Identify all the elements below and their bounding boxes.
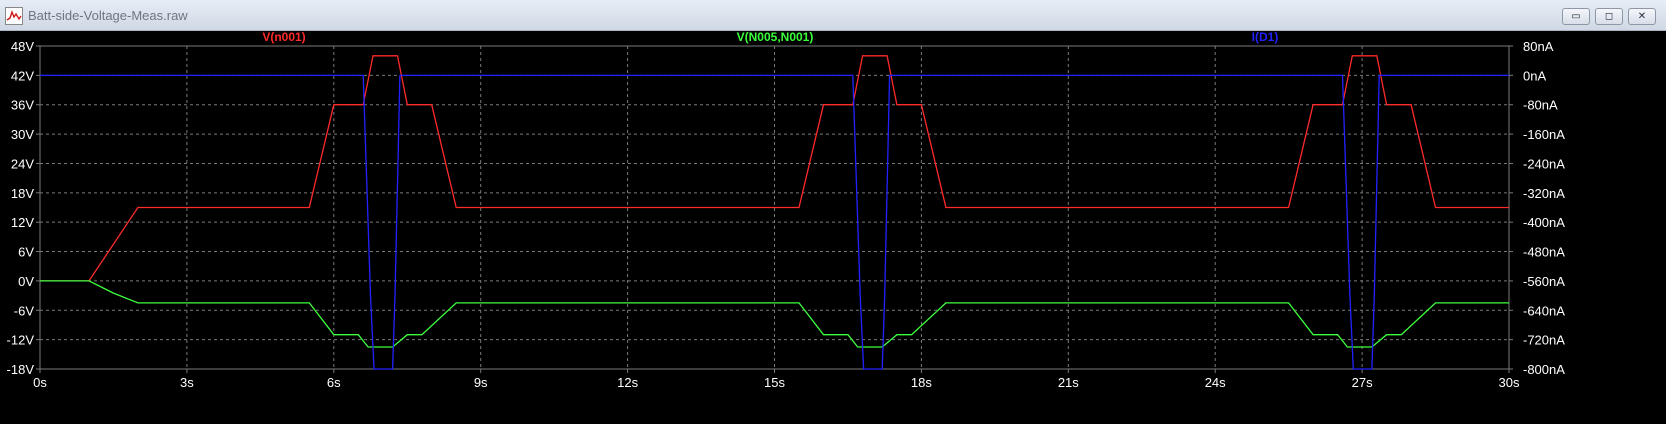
x-tick-label: 24s [1205, 375, 1226, 390]
close-button[interactable]: ✕ [1628, 8, 1656, 25]
y-right-tick-label: -800nA [1523, 362, 1565, 377]
y-left-tick-label: 24V [11, 156, 34, 171]
legend-label-3: I(D1) [1252, 31, 1279, 44]
series-line-2 [40, 280, 1509, 348]
x-tick-label: 6s [327, 375, 341, 390]
x-tick-label: 30s [1499, 375, 1520, 390]
y-right-tick-label: 0nA [1523, 68, 1546, 83]
x-tick-label: 9s [474, 375, 488, 390]
y-right-tick-label: -480nA [1523, 245, 1565, 260]
legend-label-2: V(N005,N001) [737, 31, 814, 44]
window-title: Batt-side-Voltage-Meas.raw [28, 8, 188, 23]
series-line-3 [40, 74, 1509, 370]
x-tick-label: 27s [1352, 375, 1373, 390]
maximize-button[interactable]: ◻ [1595, 8, 1623, 25]
y-right-tick-label: -160nA [1523, 127, 1565, 142]
y-right-tick-label: -560nA [1523, 274, 1565, 289]
y-left-tick-label: 6V [18, 245, 34, 260]
y-left-tick-label: 36V [11, 98, 34, 113]
waveform-chart[interactable]: 0s 3s 6s 9s 12s 15s 18s 21s 24s 27s 30s 48V 42V 36V 30… [0, 31, 1666, 424]
minimize-button[interactable]: ▭ [1562, 8, 1590, 25]
y-right-tick-label: -640nA [1523, 303, 1565, 318]
y-left-tick-label: 48V [11, 39, 34, 54]
y-left-tick-label: -6V [14, 303, 35, 318]
y-right-tick-label: -240nA [1523, 156, 1565, 171]
y-right-tick-label: -80nA [1523, 98, 1558, 113]
series-line-1 [40, 55, 1509, 282]
maximize-icon: ◻ [1604, 11, 1614, 22]
y-left-tick-label: -12V [7, 333, 35, 348]
close-icon: ✕ [1637, 11, 1647, 22]
y-left-tick-label: 30V [11, 127, 34, 142]
waveform-plot-pane[interactable]: 0s 3s 6s 9s 12s 15s 18s 21s 24s 27s 30s 48V 42V 36V 30… [0, 31, 1666, 424]
y-right-tick-label: 80nA [1523, 39, 1554, 54]
legend-label-1: V(n001) [262, 31, 305, 44]
y-right-tick-label: -320nA [1523, 186, 1565, 201]
x-tick-label: 18s [911, 375, 932, 390]
x-tick-label: 21s [1058, 375, 1079, 390]
x-tick-label: 15s [764, 375, 785, 390]
x-tick-label: 0s [33, 375, 47, 390]
y-right-tick-label: -720nA [1523, 333, 1565, 348]
y-left-tick-label: -18V [7, 362, 35, 377]
y-left-tick-label: 42V [11, 68, 34, 83]
minimize-icon: ▭ [1571, 11, 1581, 22]
x-tick-label: 12s [617, 375, 638, 390]
y-left-tick-label: 12V [11, 215, 34, 230]
waveform-app-icon [5, 7, 23, 25]
y-left-tick-label: 0V [18, 274, 34, 289]
y-left-tick-label: 18V [11, 186, 34, 201]
y-right-tick-label: -400nA [1523, 215, 1565, 230]
x-tick-label: 3s [180, 375, 194, 390]
window-titlebar: Batt-side-Voltage-Meas.raw ▭ ◻ ✕ [0, 0, 1666, 31]
